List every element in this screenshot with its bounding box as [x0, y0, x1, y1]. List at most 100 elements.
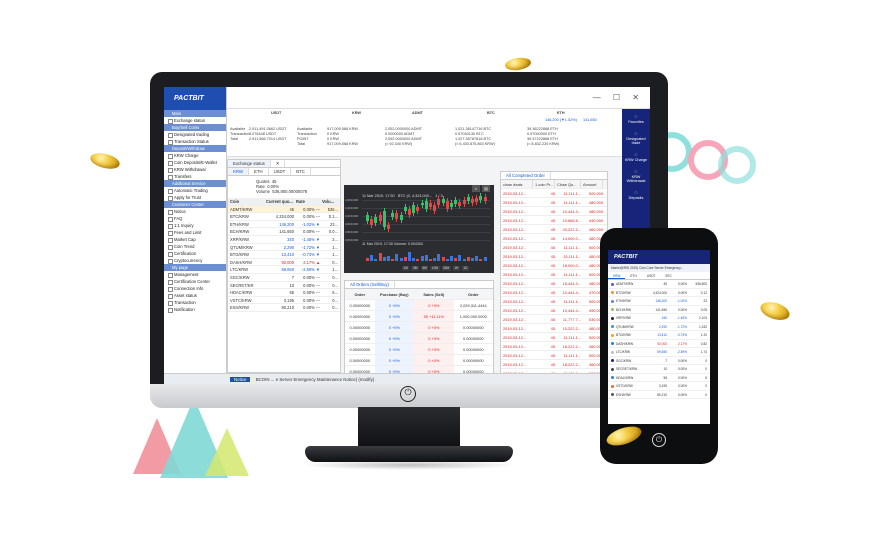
window-controls[interactable]: — ☐ ✕ [592, 93, 644, 102]
notice-text[interactable]: BCOIN ... e Server Emergency Maintenance… [255, 377, 375, 382]
market-row[interactable]: VSTC/KRW 3,195 0.00% --- 0... [228, 297, 340, 305]
market-col-header[interactable]: Coin [230, 199, 240, 204]
sidebar-item[interactable]: Apply for Trust [164, 194, 226, 201]
order-row[interactable]: 0.00000000 0 +0% 0 +0% 0.00000000 [345, 322, 493, 333]
phone-market-row[interactable]: ETH/KRW 146,200 -1.02% 23 [608, 297, 710, 306]
sidebar-item[interactable]: Transaction [164, 299, 226, 306]
order-row[interactable]: 0.00000000 0 +0% 0 +0% 0.00000000 [345, 344, 493, 355]
sidebar-item[interactable]: Coin Trend [164, 243, 226, 250]
market-row[interactable]: ETH/KRW 146,200 -1.02% ▼ 23... [228, 221, 340, 229]
market-col-header[interactable]: Current quo... [266, 199, 293, 204]
order-row[interactable]: 0.00000000 0 +0% 0 +0% 2,039,311.4444 [345, 300, 493, 311]
sidebar-section-1[interactable]: Buy/Sell Coins [164, 124, 226, 131]
tab-krw[interactable]: KRW [228, 168, 249, 175]
tab-completed-orders[interactable]: All Completed Order [501, 172, 551, 179]
sidebar-section-2[interactable]: Deposit/Withdraw [164, 145, 226, 152]
right-nav-item[interactable]: ◌ Designated trade [622, 126, 650, 147]
close-icon[interactable]: ✕ [271, 160, 286, 167]
sidebar-item[interactable]: KRW Charge [164, 152, 226, 159]
sidebar-item[interactable]: FAQ [164, 215, 226, 222]
phone-market-row[interactable]: ADMT/KRW 45 0.00% 536,800 [608, 280, 710, 289]
market-row[interactable]: BTG/KRW 13,410 -0.74% ▼ 1... [228, 251, 340, 259]
sidebar-item[interactable]: Notification [164, 306, 226, 313]
market-row[interactable]: HDAC/KRW 55 0.00% --- 5... [228, 289, 340, 297]
chart-interval-button[interactable]: 5M [420, 266, 429, 271]
chart-interval-button[interactable]: 1D [461, 266, 469, 271]
sidebar-item[interactable]: Connection Info [164, 285, 226, 292]
phone-market-row[interactable]: BTC/KRW 4,324,000 0.00% 0.12 [608, 289, 710, 297]
sidebar-item[interactable]: Transaction Status [164, 138, 226, 145]
sidebar-item[interactable]: Automatic Trading [164, 187, 226, 194]
market-row[interactable]: ADMT/KRW 45 0.00% --- 536... [228, 205, 340, 214]
order-col-header[interactable]: Sales (Sell) [423, 292, 445, 297]
tab-exchange-status[interactable]: Exchange status [228, 160, 271, 167]
chart-interval-button[interactable]: 3M [411, 266, 419, 271]
order-row[interactable]: 0.00000000 0 +0% 55 +11.11% 1,000,000.0000 [345, 311, 493, 322]
chart-interval-button[interactable]: 1H [452, 266, 460, 271]
sidebar-item[interactable]: Certification Center [164, 278, 226, 285]
sidebar-item[interactable]: Market Cap [164, 236, 226, 243]
order-row[interactable]: 0.00000000 0 +0% 0 +0% 0.00000000 [345, 333, 493, 344]
sidebar-item[interactable]: KRW Withdrawal [164, 166, 226, 173]
phone-tab-btc[interactable]: BTC [665, 274, 672, 278]
order-col-header[interactable]: Order [354, 292, 366, 297]
market-row[interactable]: LTC/KRW 59,650 -2.59% ▼ 1... [228, 266, 340, 274]
deals-col-header[interactable]: Close Qu... [555, 180, 581, 188]
market-row[interactable]: DASH/KRW 92,000 2.17% ▲ 0... [228, 259, 340, 267]
sidebar-item[interactable]: Designated trading [164, 131, 226, 138]
market-row[interactable]: SECRET/KR 10 0.00% --- 0... [228, 282, 340, 290]
power-icon[interactable]: ⏻ [400, 386, 416, 402]
chart-interval-button[interactable]: 10M [430, 266, 440, 271]
phone-market-row[interactable]: QTUM/KRW 2,290 -1.72% 1,332 [608, 323, 710, 331]
chart-interval-button[interactable]: 30M [441, 266, 451, 271]
tab-eth[interactable]: ETH [249, 168, 269, 175]
sidebar-item[interactable]: Coin Deposits/E-Wallet [164, 159, 226, 166]
phone-market-row[interactable]: LTC/KRW 59,650 -2.59% 1.74 [608, 348, 710, 357]
power-icon[interactable]: ⏻ [652, 433, 666, 447]
notice-label[interactable]: Notice [230, 377, 251, 382]
phone-market-row[interactable]: XRP/KRW 340 -1.45% 2,104 [608, 314, 710, 323]
chart-type-icon[interactable]: ▤ [482, 185, 490, 192]
market-col-header[interactable]: Volu... [322, 199, 334, 204]
phone-tab-eth[interactable]: ETH [630, 274, 637, 278]
tab-btc[interactable]: BTC [291, 168, 311, 175]
sidebar-section-5[interactable]: My page [164, 264, 226, 271]
phone-market-row[interactable]: VSTC/KRW 3,195 0.00% 0 [608, 382, 710, 391]
deals-col-header[interactable]: close deals [501, 180, 533, 188]
market-row[interactable]: BTC/KRW 4,324,000 0.00% --- 0.1... [228, 213, 340, 221]
sidebar-item[interactable]: Management [164, 271, 226, 278]
right-nav-item[interactable]: ◌ Favorites [622, 109, 650, 126]
market-row[interactable]: ESH/KRW 80,210 0.00% --- 0... [228, 304, 340, 312]
sidebar-item[interactable]: Cryptocurrency [164, 257, 226, 264]
sidebar-item[interactable]: Asset status [164, 292, 226, 299]
phone-market-row[interactable]: BCH/KRW 141,650 0.00% 0.05 [608, 306, 710, 314]
chart-interval-button[interactable]: 1M [402, 266, 410, 271]
order-row[interactable]: 0.00000000 0 +0% 0 +0% 0.00000000 [345, 355, 493, 366]
phone-market-row[interactable]: ESH/KRW 80,210 0.00% 0 [608, 391, 710, 399]
market-row[interactable]: QTUM/KRW 2,290 -1.72% ▼ 1... [228, 244, 340, 252]
deals-col-header[interactable]: Amount [581, 180, 603, 188]
phone-market-row[interactable]: SECRET/KRW 10 0.00% 0 [608, 365, 710, 374]
right-nav-item[interactable]: ◌ Deposits [622, 185, 650, 202]
right-nav-item[interactable]: ◌ KRW Charge [622, 147, 650, 164]
order-col-header[interactable]: Order [467, 292, 479, 297]
market-row[interactable]: SGC/KRW 7 0.00% --- 0... [228, 274, 340, 282]
order-col-header[interactable]: Purchase (Buy) [380, 292, 409, 297]
phone-market-row[interactable]: BTG/KRW 13,410 -0.74% 1.20 [608, 331, 710, 340]
market-col-header[interactable]: Rate [296, 199, 305, 204]
sidebar-section-0[interactable]: Main [164, 110, 226, 117]
phone-tab-usdt[interactable]: USDT [646, 274, 656, 278]
sidebar-section-3[interactable]: Additional Service [164, 180, 226, 187]
phone-market-row[interactable]: HDAC/KRW 55 0.00% 5 [608, 374, 710, 382]
phone-market-row[interactable]: SGC/KRW 7 0.00% 0 [608, 357, 710, 365]
phone-market-row[interactable]: DASH/KRW 92,000 2.17% 0.82 [608, 340, 710, 348]
phone-logo[interactable]: PACTBIT [608, 250, 710, 264]
tab-all-orders[interactable]: All Orders (Sell/Buy) [345, 281, 395, 288]
right-nav-item[interactable]: ◌ KRW Withdrawal [622, 164, 650, 185]
deals-col-header[interactable]: 1 coin Pr... [535, 180, 555, 188]
sidebar-item[interactable]: Notice [164, 208, 226, 215]
sidebar-section-4[interactable]: Customer Center [164, 201, 226, 208]
app-logo[interactable]: PACTBIT [164, 87, 226, 110]
market-row[interactable]: XRP/KRW 340 -1.45% ▼ 2... [228, 236, 340, 244]
market-row[interactable]: BCH/KRW 141,650 0.00% --- 0.0... [228, 228, 340, 236]
